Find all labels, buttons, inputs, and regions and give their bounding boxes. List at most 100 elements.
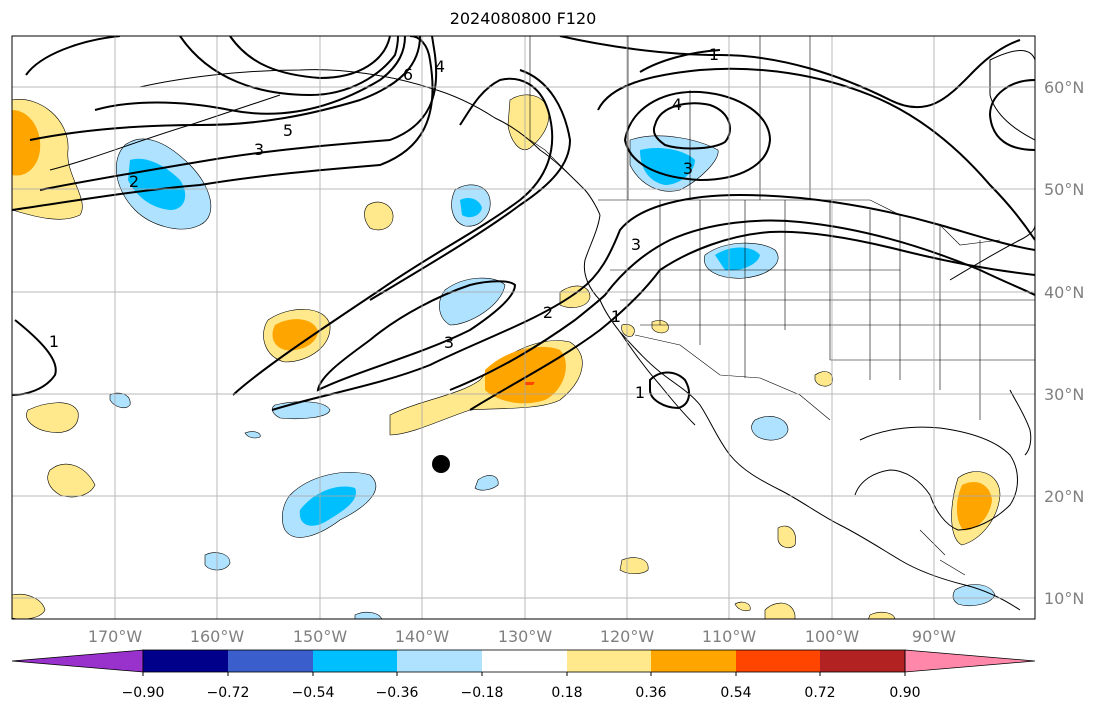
colorbar-tick-label: −0.18: [461, 685, 504, 701]
anomaly-shading: [12, 94, 1001, 619]
contour-label: 3: [683, 159, 693, 178]
contour-line: [12, 36, 434, 211]
positive-anomaly-patch: [734, 601, 751, 612]
colorbar: −0.90 −0.72 −0.54 −0.36 −0.18 0.18 0.36 …: [11, 649, 1036, 701]
colorbar-segment: [567, 650, 651, 672]
positive-anomaly-patch: [12, 110, 41, 176]
longitude-labels: 170°W 160°W 150°W 140°W 130°W 120°W 110°…: [88, 627, 956, 646]
positive-anomaly-patch: [525, 382, 535, 385]
aleutian-islands: [49, 94, 281, 171]
colorbar-tick-label: −0.36: [376, 685, 419, 701]
colorbar-segment: [736, 650, 820, 672]
central-america-borders: [919, 529, 966, 576]
contour-line: [29, 36, 421, 141]
north-america-west-coast: [583, 214, 1021, 611]
colorbar-extend-min: [11, 649, 144, 673]
contour-label: 4: [435, 57, 445, 76]
contour-label: 1: [49, 332, 59, 351]
positive-anomaly-patch: [507, 94, 550, 150]
contour-line: [12, 319, 57, 396]
lat-label: 10°N: [1044, 589, 1084, 608]
positive-anomaly-patch: [956, 481, 992, 531]
lon-label: 170°W: [88, 627, 143, 646]
positive-anomaly-patch: [814, 371, 833, 387]
positive-anomaly-patch: [47, 463, 96, 498]
negative-anomaly-patch: [109, 392, 131, 409]
contour-line: [39, 36, 438, 191]
contour-line: [469, 230, 1035, 411]
colorbar-tick-label: 0.54: [720, 685, 751, 701]
positive-anomaly-patch: [651, 320, 669, 334]
contour-label: 2: [543, 303, 553, 322]
positive-anomaly-patch: [777, 525, 796, 549]
us-mexico-border: [634, 334, 831, 421]
lon-label: 150°W: [293, 627, 348, 646]
contour-line: [652, 102, 731, 150]
us-states-grid: [610, 200, 1035, 420]
lon-label: 100°W: [805, 627, 860, 646]
location-marker: [432, 455, 450, 473]
positive-anomaly-patch: [764, 602, 796, 619]
colorbar-tick-label: −0.54: [292, 685, 335, 701]
contour-label: 6: [403, 65, 413, 84]
contour-line: [271, 193, 1035, 411]
colorbar-tick-label: 0.18: [551, 685, 582, 701]
lat-label: 30°N: [1044, 385, 1084, 404]
negative-anomaly-patch: [354, 611, 382, 619]
colorbar-tick-label: 0.36: [635, 685, 666, 701]
florida-coast: [1009, 389, 1032, 456]
contour-line: [597, 67, 1035, 241]
colorbar-segment: [397, 650, 482, 672]
negative-anomaly-patch: [715, 247, 760, 271]
contour-line: [179, 36, 399, 97]
contour-line: [623, 90, 772, 182]
contour-line: [232, 77, 554, 396]
lat-label: 20°N: [1044, 487, 1084, 506]
east-coast: [949, 224, 1035, 281]
gulf-of-mexico-coast: [854, 426, 1018, 531]
lon-label: 160°W: [190, 627, 245, 646]
colorbar-tick-label: 0.72: [804, 685, 835, 701]
negative-anomaly-patch: [271, 401, 331, 420]
contour-line: [369, 69, 572, 301]
negative-anomaly-patch: [952, 584, 996, 606]
canada-provinces: [627, 36, 811, 200]
lon-label: 120°W: [600, 627, 655, 646]
colorbar-segment: [482, 650, 567, 672]
negative-anomaly-patch: [474, 475, 499, 491]
positive-anomaly-patch: [621, 324, 635, 337]
lon-label: 140°W: [395, 627, 450, 646]
lat-label: 60°N: [1044, 78, 1084, 97]
positive-anomaly-patch: [364, 201, 394, 231]
colorbar-segment: [228, 650, 313, 672]
colorbar-segment: [313, 650, 397, 672]
positive-anomaly-patch: [272, 319, 318, 351]
negative-anomaly-patch: [460, 197, 482, 218]
colorbar-ticks: [142, 672, 906, 676]
lat-label: 40°N: [1044, 283, 1084, 302]
contour-line: [94, 36, 406, 115]
contour-line: [559, 36, 1021, 109]
alaska-canada-border: [529, 36, 571, 176]
graticule: [12, 36, 1035, 619]
contour-label: 3: [631, 235, 641, 254]
colorbar-tick-label: −0.90: [122, 685, 165, 701]
contour-label: 5: [283, 121, 293, 140]
contour-lines: [12, 36, 1035, 411]
positive-anomaly-patch: [26, 402, 79, 433]
positive-anomaly-patch: [619, 557, 649, 575]
contour-label: 1: [635, 383, 645, 402]
positive-anomaly-patch: [559, 285, 591, 308]
alaska-coast: [139, 69, 601, 216]
colorbar-segment: [651, 650, 736, 672]
contour-label: 4: [672, 95, 682, 114]
latitude-labels: 60°N 50°N 40°N 30°N 20°N 10°N: [1044, 78, 1084, 608]
positive-anomaly-patch: [868, 611, 896, 619]
contour-line: [449, 219, 1035, 391]
contour-line: [988, 79, 1035, 151]
negative-anomaly-patch: [751, 416, 789, 441]
lon-label: 90°W: [912, 627, 956, 646]
contour-line: [25, 36, 121, 76]
contour-label: 3: [254, 140, 264, 159]
map-frame: [11, 35, 1036, 620]
